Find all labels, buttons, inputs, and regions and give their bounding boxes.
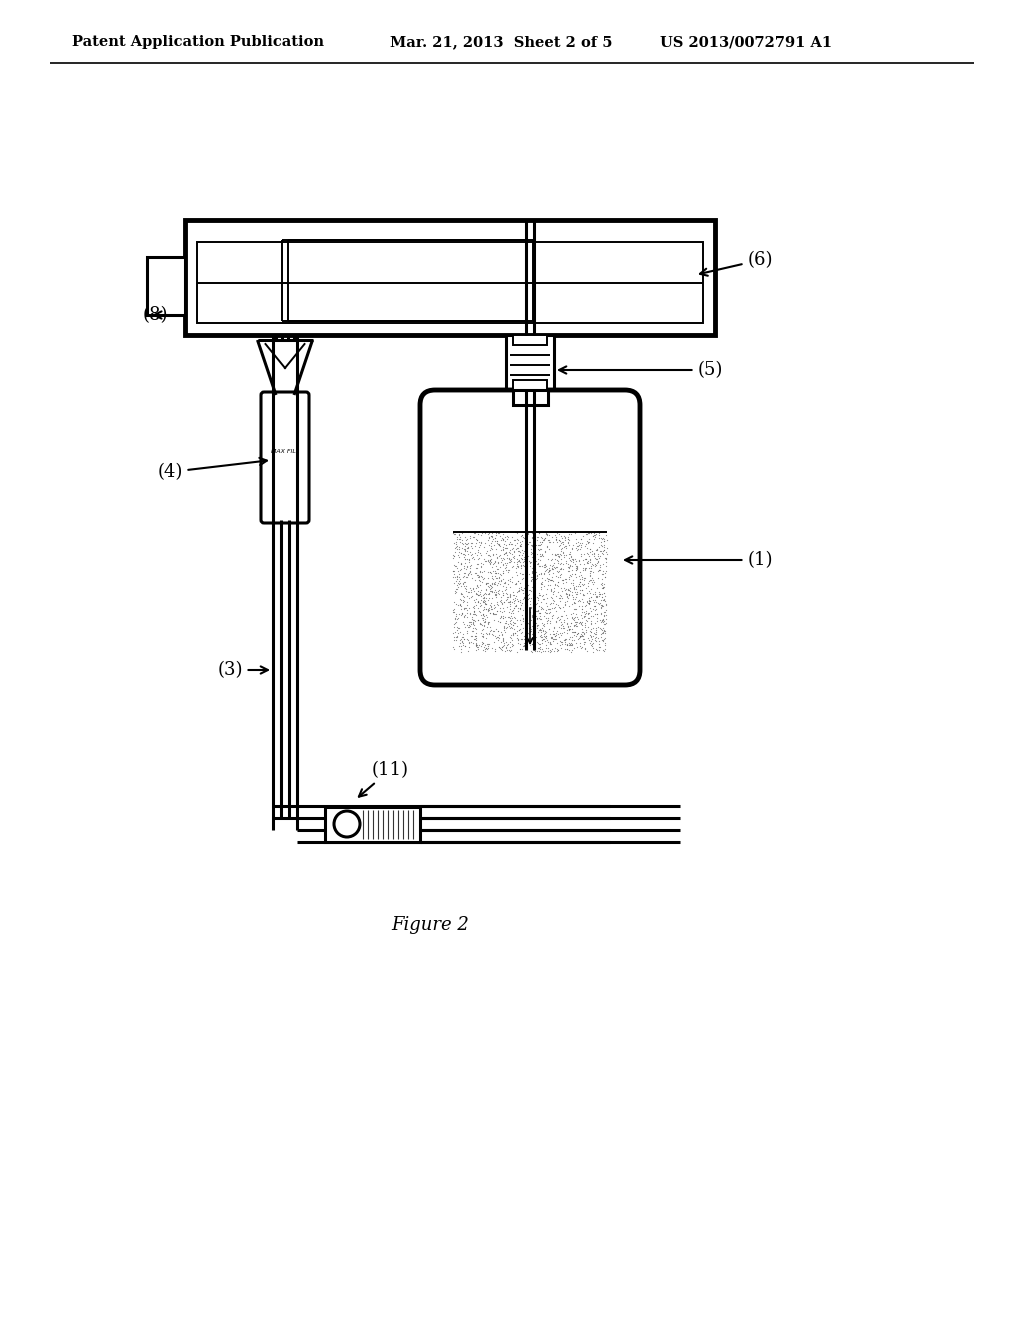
Bar <box>512 389 548 405</box>
Bar <box>185 220 715 335</box>
Text: Mar. 21, 2013  Sheet 2 of 5: Mar. 21, 2013 Sheet 2 of 5 <box>390 36 612 49</box>
Text: (1): (1) <box>625 550 773 569</box>
FancyBboxPatch shape <box>261 392 309 523</box>
Text: MAX FILL: MAX FILL <box>270 449 299 454</box>
Text: (5): (5) <box>559 360 723 379</box>
Text: Figure 2: Figure 2 <box>391 916 469 935</box>
Text: US 2013/0072791 A1: US 2013/0072791 A1 <box>660 36 833 49</box>
Bar <box>147 256 185 314</box>
Text: Patent Application Publication: Patent Application Publication <box>72 36 324 49</box>
Text: (6): (6) <box>700 251 773 276</box>
Text: (4): (4) <box>158 458 267 480</box>
FancyBboxPatch shape <box>420 389 640 685</box>
Bar <box>513 380 547 389</box>
Bar <box>513 335 547 345</box>
Bar <box>506 335 554 389</box>
Bar <box>197 242 703 323</box>
Bar <box>325 807 420 842</box>
Text: (11): (11) <box>358 762 409 797</box>
Text: (8): (8) <box>142 306 168 323</box>
Text: (3): (3) <box>217 661 268 678</box>
Circle shape <box>334 810 360 837</box>
